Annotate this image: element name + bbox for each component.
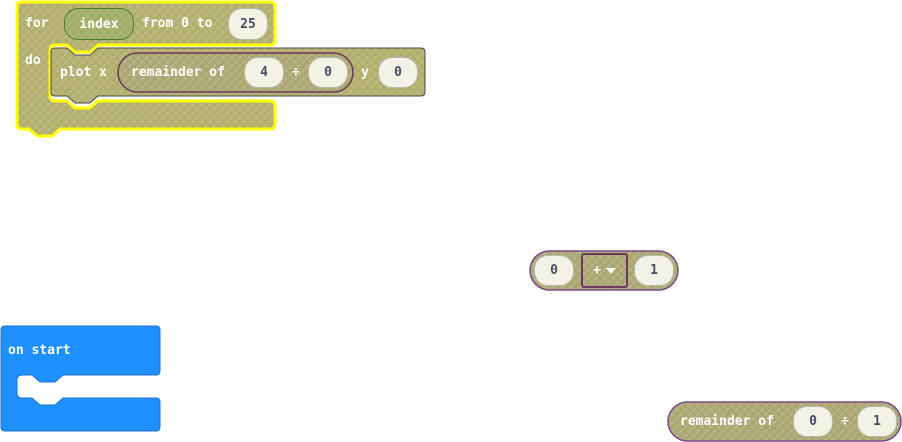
- plot-remainder-label: remainder of: [131, 65, 225, 80]
- remainder-divisor-input[interactable]: 1: [857, 406, 897, 437]
- remainder-label: remainder of: [680, 414, 774, 429]
- arith-operator-label: +: [593, 263, 601, 278]
- arith-left-input[interactable]: 0: [534, 255, 574, 286]
- remainder-divide-symbol: ÷: [841, 414, 849, 429]
- plot-divide-symbol: ÷: [292, 65, 300, 80]
- remainder-dividend-input[interactable]: 0: [793, 406, 833, 437]
- loop-end-input[interactable]: 25: [228, 8, 268, 40]
- on-start-block[interactable]: [0, 325, 161, 432]
- plot-x-label: plot x: [60, 65, 107, 80]
- for-loop-block[interactable]: [15, 0, 277, 138]
- for-keyword: for: [25, 16, 49, 31]
- plot-y-label: y: [361, 65, 369, 80]
- plot-y-input[interactable]: 0: [378, 57, 418, 88]
- plot-divisor-input[interactable]: 0: [308, 57, 348, 88]
- do-keyword: do: [25, 53, 41, 68]
- arith-operator-dropdown[interactable]: +: [581, 253, 628, 288]
- on-start-label: on start: [8, 343, 71, 358]
- plot-dividend-input[interactable]: 4: [244, 57, 284, 88]
- arith-right-input[interactable]: 1: [634, 255, 674, 286]
- from-to-label: from 0 to: [142, 16, 213, 31]
- chevron-down-icon: [605, 267, 616, 274]
- loop-variable-dropdown[interactable]: index: [64, 8, 134, 40]
- remainder-reporter[interactable]: [667, 401, 902, 442]
- plot-remainder-reporter[interactable]: [117, 52, 354, 93]
